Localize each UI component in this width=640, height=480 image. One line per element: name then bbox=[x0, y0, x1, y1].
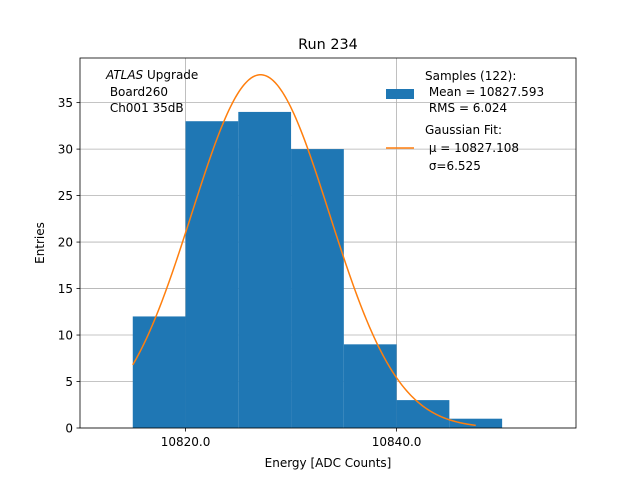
legend-fit-mu: μ = 10827.108 bbox=[425, 141, 519, 155]
y-tick-label: 25 bbox=[58, 189, 73, 203]
x-axis-label: Energy [ADC Counts] bbox=[265, 456, 392, 470]
axis-ticks: 10820.0 10840.0 0 5 10 15 20 25 30 35 bbox=[58, 96, 422, 449]
annotation-upgrade: Upgrade bbox=[143, 68, 198, 82]
histogram-bars bbox=[132, 111, 503, 429]
legend: Samples (122): Mean = 10827.593 RMS = 6.… bbox=[386, 69, 544, 173]
axes-frame bbox=[79, 57, 577, 429]
histogram-bar-6 bbox=[396, 400, 450, 428]
histogram-bar-5 bbox=[343, 344, 397, 428]
annotation-line-1: ATLAS Upgrade bbox=[105, 68, 198, 82]
y-tick-label: 0 bbox=[65, 422, 73, 436]
y-tick-label: 15 bbox=[58, 282, 73, 296]
histogram-bar-3 bbox=[238, 111, 292, 428]
histogram-bar-2 bbox=[185, 121, 239, 429]
y-tick-label: 30 bbox=[58, 143, 73, 157]
x-tick-label: 10820.0 bbox=[161, 435, 211, 449]
legend-fit-sigma: σ=6.525 bbox=[425, 159, 481, 173]
legend-fit-title: Gaussian Fit: bbox=[425, 123, 502, 137]
y-tick-label: 20 bbox=[58, 236, 73, 250]
legend-samples-rms: RMS = 6.024 bbox=[425, 101, 507, 115]
y-axis-label: Entries bbox=[33, 222, 47, 264]
histogram-bar-7 bbox=[449, 418, 503, 428]
y-tick-label: 10 bbox=[58, 329, 73, 343]
gaussian-fit-curve bbox=[132, 74, 476, 427]
annotation-atlas: ATLAS bbox=[105, 68, 144, 82]
chart-title: Run 234 bbox=[298, 37, 358, 53]
legend-samples-mean: Mean = 10827.593 bbox=[425, 85, 544, 99]
legend-samples-swatch bbox=[386, 89, 414, 99]
legend-samples-title: Samples (122): bbox=[425, 69, 516, 83]
histogram-bar-4 bbox=[291, 149, 344, 428]
atlas-annotation: ATLAS Upgrade Board260 Ch001 35dB bbox=[105, 68, 198, 115]
annotation-channel: Ch001 35dB bbox=[106, 101, 184, 115]
annotation-board: Board260 bbox=[106, 85, 168, 99]
x-tick-label: 10840.0 bbox=[372, 435, 422, 449]
histogram-bar-1 bbox=[132, 316, 186, 428]
y-tick-label: 35 bbox=[58, 96, 73, 110]
y-tick-label: 5 bbox=[65, 375, 73, 389]
